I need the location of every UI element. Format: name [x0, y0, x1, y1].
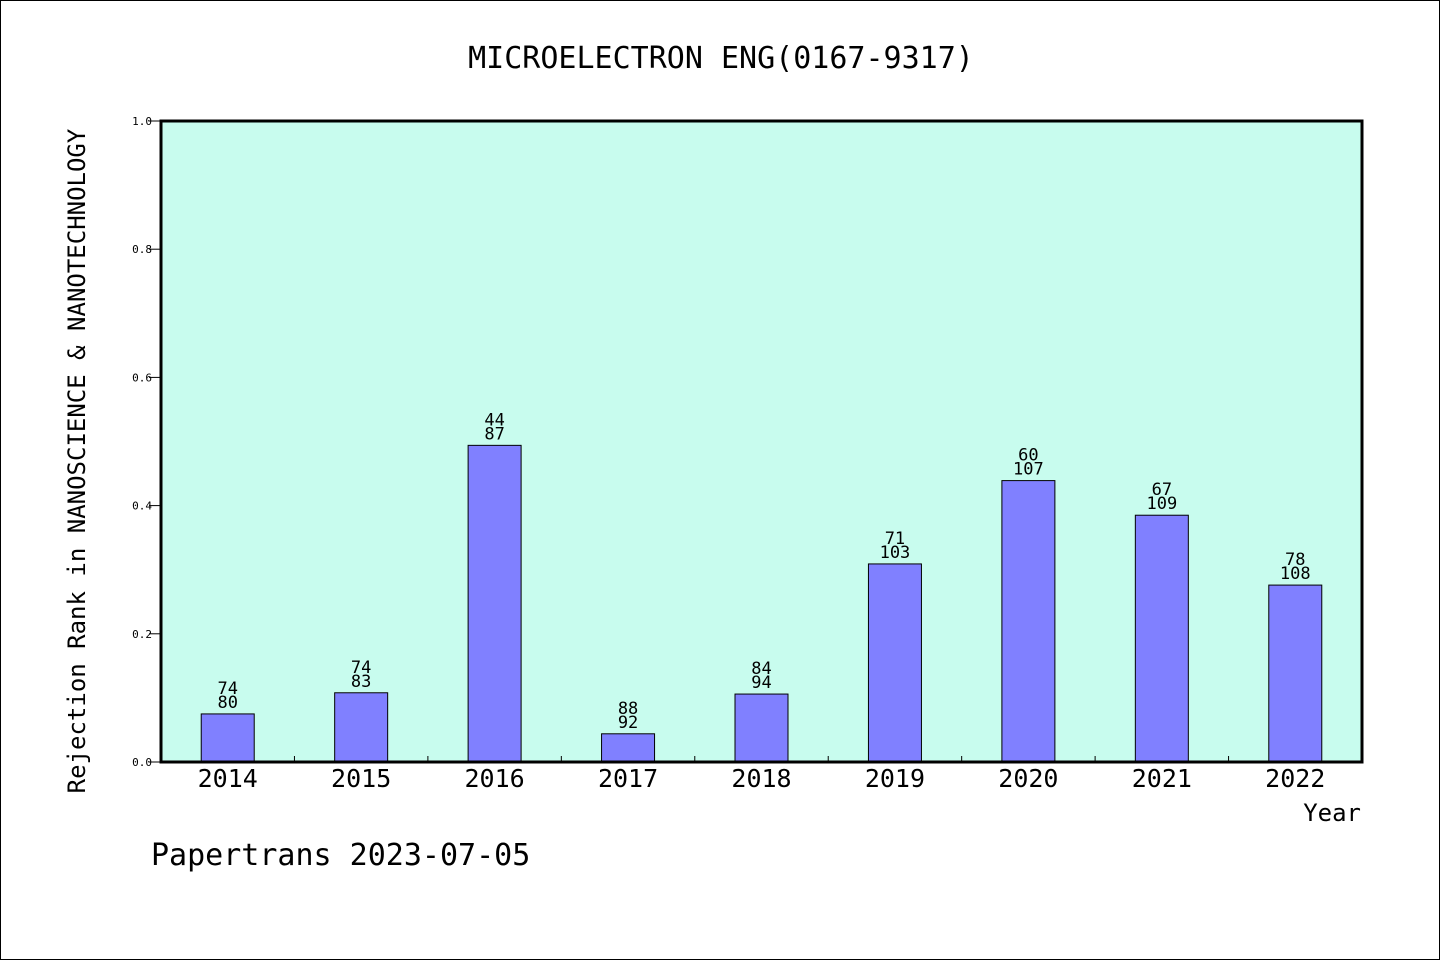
x-tick-label: 2015	[331, 764, 391, 793]
bar-label-bottom: 107	[1013, 460, 1044, 480]
bar-2017	[601, 733, 656, 763]
bar-label-top: 84	[751, 659, 771, 679]
x-tick-label: 2019	[865, 764, 925, 793]
bar-label-top: 60	[1018, 446, 1038, 466]
y-tick-label: 0.8	[132, 243, 152, 256]
bar-2019	[867, 563, 922, 763]
bar-label-top: 74	[351, 658, 371, 678]
x-tick-label: 2014	[198, 764, 258, 793]
y-tick-label: 0.0	[132, 756, 152, 769]
bar-2022	[1268, 584, 1323, 763]
x-tick-label: 2022	[1265, 764, 1325, 793]
x-axis-ticks: 2014 2015 2016 2017 2018 2019 2020 2021 2022	[198, 756, 1325, 793]
bar-2014	[200, 713, 255, 763]
x-tick-label: 2021	[1132, 764, 1192, 793]
y-tick-label: 0.2	[132, 628, 152, 641]
x-tick-label: 2017	[598, 764, 658, 793]
chart-title: MICROELECTRON ENG(0167-9317)	[468, 41, 974, 76]
bar-2020	[1001, 480, 1056, 763]
y-tick-label: 0.4	[132, 500, 152, 513]
bar-label-top: 78	[1285, 550, 1305, 570]
bar-label-bottom: 94	[751, 673, 771, 693]
bar-label-top: 88	[618, 699, 638, 719]
bar-2018	[734, 693, 789, 763]
bar-label-bottom: 83	[351, 672, 371, 692]
bar-label-bottom: 108	[1280, 564, 1311, 584]
bar-label-bottom: 87	[484, 424, 504, 444]
y-axis-label: Rejection Rank in NANOSCIENCE & NANOTECH…	[63, 128, 91, 793]
bar-label-top: 74	[217, 679, 237, 699]
plot-border	[159, 119, 1364, 764]
bar-label-top: 44	[484, 410, 504, 430]
bar-2016	[467, 444, 522, 763]
bar-label-bottom: 109	[1146, 494, 1177, 514]
bar-label-top: 67	[1152, 480, 1172, 500]
bar-2021	[1134, 514, 1189, 763]
y-axis-ticks: 0.0 0.2 0.4 0.6 0.8 1.0	[132, 115, 161, 769]
bar-label-bottom: 103	[880, 543, 911, 563]
footer-note: Papertrans 2023-07-05	[151, 838, 530, 873]
y-tick-label: 1.0	[132, 115, 152, 128]
y-tick-label: 0.6	[132, 371, 152, 384]
bar-label-bottom: 92	[618, 713, 638, 733]
x-tick-label: 2018	[731, 764, 791, 793]
x-tick-label: 2016	[465, 764, 525, 793]
bar-label-bottom: 80	[217, 693, 237, 713]
x-tick-label: 2020	[998, 764, 1058, 793]
bar-2015	[334, 692, 389, 763]
x-axis-label: Year	[1303, 799, 1361, 827]
bar-label-top: 71	[885, 529, 905, 549]
